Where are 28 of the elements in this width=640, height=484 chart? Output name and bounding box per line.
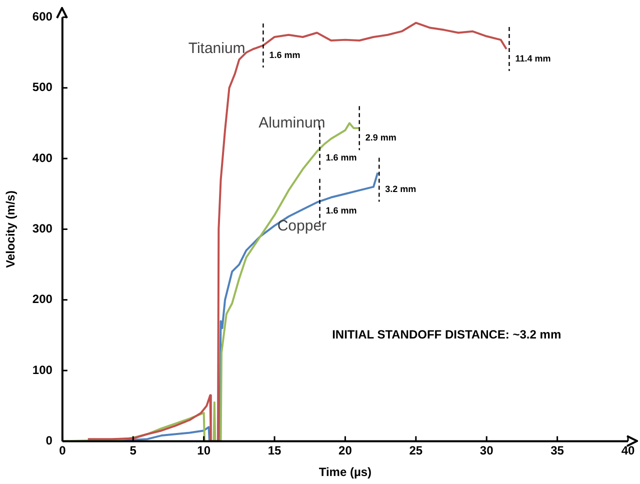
series-label: Titanium [188,40,246,58]
x-tick-label: 5 [130,444,137,458]
series-label: Copper [277,217,327,234]
x-tick-label: 35 [550,444,564,458]
y-tick-label: 600 [32,10,53,24]
y-tick-label: 0 [46,434,53,448]
annotation: 3.2 mm [385,184,416,194]
y-axis-title: Velocity (m/s) [4,190,18,268]
y-tick-label: 300 [32,222,53,236]
annotation: INITIAL STANDOFF DISTANCE: ~3.2 mm [332,328,562,342]
x-tick-label: 10 [197,444,211,458]
annotation: 1.6 mm [269,50,300,60]
series-label: Aluminum [258,114,326,132]
x-tick-label: 25 [409,444,423,458]
x-tick-label: 20 [338,444,352,458]
y-tick-label: 100 [32,362,53,377]
x-tick-label: 15 [268,444,282,458]
x-axis-title: Time (µs) [318,465,372,480]
y-tick-label: 400 [32,150,53,165]
annotation: 1.6 mm [326,205,357,216]
x-tick-label: 30 [480,444,494,458]
x-tick-label: 0 [59,444,66,458]
y-tick-label: 500 [32,80,53,94]
annotation: 2.9 mm [365,132,396,143]
x-tick-label: 40 [621,444,635,458]
annotation: 1.6 mm [326,152,357,162]
y-tick-label: 200 [32,292,53,306]
annotation: 11.4 mm [515,53,551,64]
